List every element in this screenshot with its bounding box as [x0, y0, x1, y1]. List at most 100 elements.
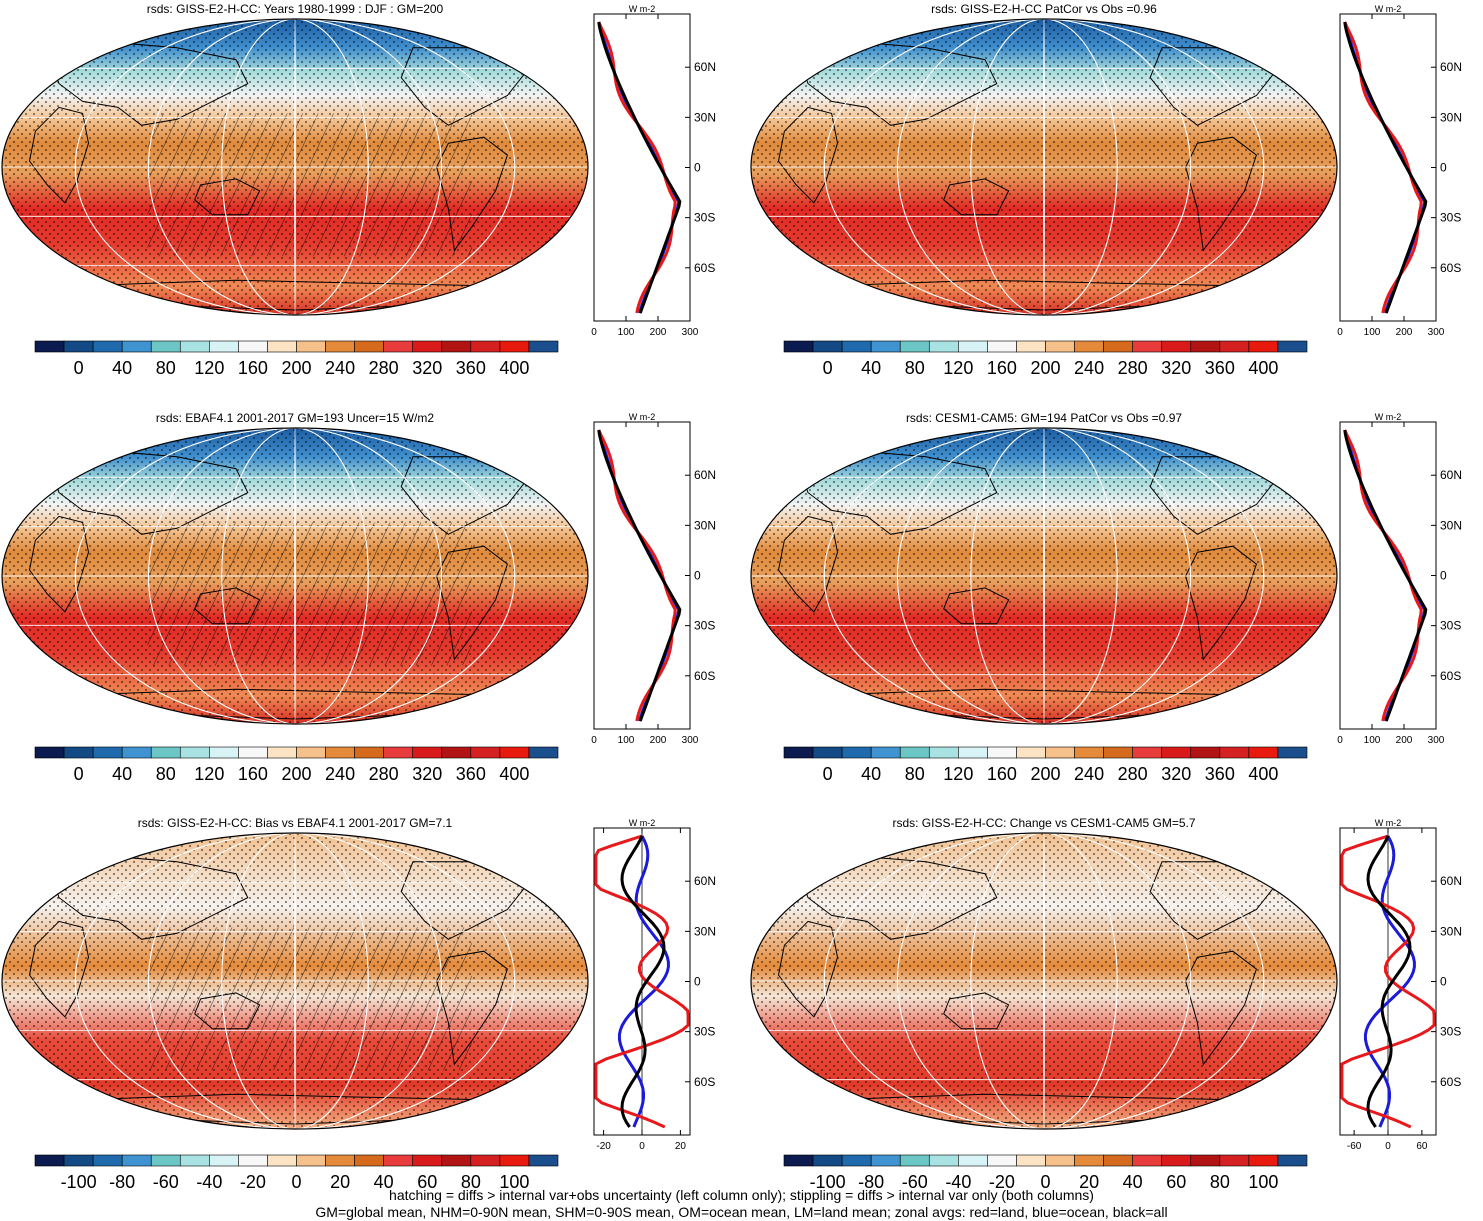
- colorbar-swatch: [1132, 340, 1163, 353]
- colorbar-swatch: [1277, 746, 1308, 759]
- zonal-line-all: [1366, 835, 1412, 1128]
- colorbar-label: 80: [905, 358, 925, 378]
- zonal-lat-label: 60N: [694, 874, 716, 888]
- colorbar-swatch: [1190, 1154, 1221, 1167]
- colorbar-label: 320: [1161, 358, 1191, 378]
- colorbar-label: 320: [412, 764, 442, 784]
- colorbar-swatch: [1074, 1154, 1104, 1167]
- panel-title: rsds: GISS-E2-H-CC: Years 1980-1999 : DJ…: [147, 2, 444, 16]
- colorbar-swatch: [958, 340, 988, 353]
- colorbar-swatch: [1161, 340, 1192, 353]
- colorbar-swatch: [34, 746, 65, 759]
- panel-title: rsds: CESM1-CAM5: GM=194 PatCor vs Obs =…: [906, 411, 1182, 425]
- colorbar-p5: -100 -80 -60 -40 -20 0 20 40 60 80 100: [34, 1154, 559, 1192]
- zonal-x-tick-label: -60: [1347, 1141, 1362, 1152]
- colorbar-swatch: [499, 1154, 530, 1167]
- zonal-line-ocean: [617, 835, 670, 1128]
- colorbar-swatch: [209, 746, 239, 759]
- colorbar-label: 400: [1248, 764, 1278, 784]
- colorbar-swatch: [1277, 340, 1308, 353]
- colorbar-swatch: [499, 340, 530, 353]
- colorbar-label: 240: [325, 764, 355, 784]
- colorbar-swatch: [150, 746, 181, 759]
- zonal-lat-label: 30N: [1440, 518, 1462, 532]
- zonal-profile: W m-2 60N 30N 0 30S 60S -60 0 60: [1339, 818, 1462, 1152]
- zonal-lat-label: 0: [1440, 569, 1447, 583]
- colorbar-swatch: [812, 340, 843, 353]
- map-field: [751, 428, 1337, 724]
- panel-title: rsds: EBAF4.1 2001-2017 GM=193 Uncer=15 …: [156, 411, 434, 425]
- colorbar-label: 360: [1205, 764, 1235, 784]
- map-field: [751, 833, 1337, 1129]
- zonal-lat-label: 30N: [694, 110, 716, 124]
- colorbar-swatch: [92, 746, 123, 759]
- colorbar-swatch: [1103, 746, 1133, 759]
- colorbar-label: 80: [461, 1172, 481, 1192]
- colorbar-label: 120: [194, 358, 224, 378]
- footnote-line-2: GM=global mean, NHM=0-90N mean, SHM=0-90…: [315, 1204, 1168, 1220]
- zonal-lat-label: 30S: [694, 211, 715, 225]
- zonal-lat-label: 0: [1440, 161, 1447, 175]
- colorbar-label: 200: [281, 764, 311, 784]
- colorbar-swatch: [499, 746, 530, 759]
- colorbar-swatch: [296, 746, 326, 759]
- colorbar-label: 0: [823, 358, 833, 378]
- colorbar-swatch: [870, 340, 901, 353]
- colorbar-p2: 0 40 80 120 160 200 240 280 320 360 400: [783, 340, 1308, 378]
- colorbar-swatch: [470, 340, 501, 353]
- zonal-line-all: [1343, 21, 1428, 314]
- colorbar-swatch: [783, 1154, 814, 1167]
- hatching-overlay: [147, 522, 472, 666]
- zonal-lat-label: 60S: [694, 261, 715, 275]
- colorbar-swatch: [325, 746, 355, 759]
- zonal-x-tick-label: 300: [1428, 327, 1445, 338]
- colorbar-swatch: [63, 340, 94, 353]
- colorbar-label: 40: [861, 358, 881, 378]
- zonal-x-tick-label: 100: [618, 735, 635, 746]
- panel-p5: rsds: GISS-E2-H-CC: Bias vs EBAF4.1 2001…: [1, 816, 716, 1152]
- colorbar-swatch: [470, 1154, 501, 1167]
- colorbar-swatch: [1103, 1154, 1133, 1167]
- zonal-lat-label: 30S: [694, 619, 715, 633]
- map-outline: [1, 832, 589, 1130]
- colorbar-swatch: [928, 1154, 959, 1167]
- zonal-unit-label: W m-2: [629, 4, 656, 14]
- colorbar-swatch: [1132, 1154, 1163, 1167]
- colorbar-swatch: [1045, 1154, 1075, 1167]
- colorbar-swatch: [121, 1154, 152, 1167]
- colorbar-label: 100: [499, 1172, 529, 1192]
- colorbar-label: 40: [112, 764, 132, 784]
- zonal-x-tick-label: 300: [682, 327, 699, 338]
- zonal-line-all: [597, 21, 682, 314]
- colorbar-swatch: [1248, 1154, 1279, 1167]
- colorbar-label: 0: [74, 764, 84, 784]
- colorbar-label: 360: [456, 764, 486, 784]
- colorbar-label: 160: [987, 358, 1017, 378]
- colorbar-label: 120: [194, 764, 224, 784]
- colorbar-swatch: [783, 746, 814, 759]
- zonal-line-all: [597, 429, 682, 722]
- colorbar-swatch: [34, 1154, 65, 1167]
- colorbar-label: 400: [499, 764, 529, 784]
- map-outline: [1, 18, 589, 316]
- colorbar-swatch: [1074, 746, 1104, 759]
- colorbar-swatch: [354, 1154, 384, 1167]
- colorbar-label: 80: [156, 764, 176, 784]
- zonal-profile: W m-2 60N 30N 0 30S 60S 0 100 200 300: [1337, 412, 1462, 746]
- colorbars-layer: 0 40 80 120 160 200 240 280 320 360 400 0 40 80 120 160…: [34, 340, 1308, 1192]
- colorbar-label: 360: [456, 358, 486, 378]
- colorbar-swatch: [121, 746, 152, 759]
- map-field: [2, 833, 588, 1129]
- zonal-unit-label: W m-2: [1375, 412, 1402, 422]
- colorbar-swatch: [987, 340, 1017, 353]
- colorbar-swatch: [1016, 340, 1046, 353]
- map-outline: [1, 427, 589, 725]
- colorbar-swatch: [1219, 340, 1250, 353]
- colorbar-swatch: [354, 340, 384, 353]
- colorbar-label: -20: [240, 1172, 266, 1192]
- colorbar-swatch: [1248, 340, 1279, 353]
- colorbar-label: 360: [1205, 358, 1235, 378]
- colorbar-swatch: [987, 746, 1017, 759]
- colorbar-swatch: [441, 746, 472, 759]
- zonal-x-tick-label: 200: [1396, 735, 1413, 746]
